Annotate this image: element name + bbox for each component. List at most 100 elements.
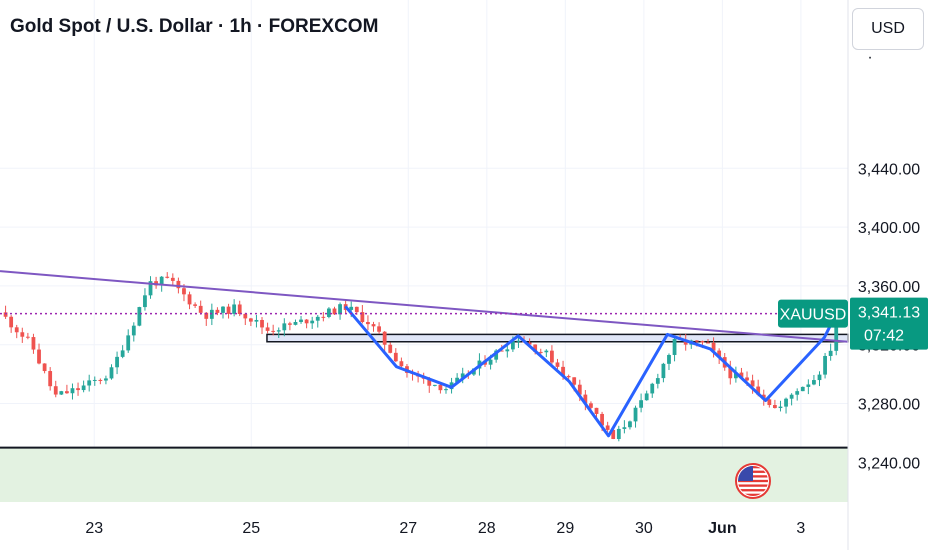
candle-body (377, 326, 381, 332)
candle-body (438, 384, 443, 391)
candle-body (115, 356, 119, 368)
candle-body (622, 427, 627, 429)
time-tick-label: 29 (556, 520, 574, 537)
candle-body (516, 340, 521, 342)
time-axis[interactable]: 23 25 27 28 29 30 Jun 3 (85, 520, 805, 537)
candle-body (611, 429, 616, 439)
grid (0, 0, 848, 502)
candle-body (299, 319, 303, 323)
candle-body (187, 294, 192, 305)
candle-body (628, 421, 632, 428)
candle-body (795, 391, 800, 395)
candle-body (276, 330, 281, 332)
price-tick-label: 3,400.00 (858, 220, 920, 237)
candle-body (182, 288, 186, 295)
candle-body (706, 342, 710, 344)
candle-body (455, 377, 460, 383)
candle-body (204, 312, 209, 319)
candle-body (650, 383, 655, 394)
candle-body (221, 306, 225, 313)
candle-body (14, 327, 19, 333)
candle-body (3, 312, 8, 317)
bar-countdown-label: 07:42 (864, 328, 904, 345)
candle-body (59, 391, 64, 395)
us-flag-icon[interactable] (735, 463, 771, 499)
candle-body (53, 386, 58, 395)
candle-body (70, 388, 75, 394)
candle-body (544, 350, 549, 353)
candle-body (672, 339, 677, 355)
candle-body (733, 372, 738, 379)
candle-body (143, 295, 147, 308)
candle-body (159, 276, 164, 286)
candle-body (170, 277, 175, 281)
pattern-line (344, 305, 838, 438)
candle-body (828, 350, 833, 356)
candle-body (131, 325, 136, 336)
candle-body (327, 308, 331, 317)
candle-body (393, 352, 398, 362)
candle-body (265, 327, 270, 331)
candle-body (789, 394, 794, 399)
currency-button[interactable]: USD (852, 8, 924, 50)
time-tick-label: 3 (796, 520, 805, 537)
candle-body (193, 304, 198, 306)
candle-body (237, 304, 242, 314)
candle-body (767, 399, 772, 406)
candle-body (243, 313, 248, 319)
chart-title: Gold Spot / U.S. Dollar · 1h · FOREXCOM (10, 16, 379, 37)
candle-body (427, 378, 432, 386)
candle-body (65, 391, 69, 394)
time-tick-label: 28 (478, 520, 496, 537)
candle-body (81, 385, 86, 391)
price-tick-label: 3,280.00 (858, 396, 920, 413)
candle-body (332, 308, 337, 315)
candle-body (310, 320, 315, 324)
candle-body (739, 372, 744, 378)
candle-body (834, 313, 839, 351)
candle-body (382, 331, 387, 345)
candle-body (248, 318, 253, 322)
symbol-label: XAUUSD (780, 307, 847, 324)
time-tick-label: 25 (242, 520, 260, 537)
candle-body (388, 344, 393, 353)
candle-body (527, 342, 532, 345)
candle-body (287, 323, 292, 325)
candle-body (87, 380, 92, 386)
candle-body (655, 378, 660, 384)
candle-body (589, 403, 593, 408)
candle-body (494, 350, 499, 360)
candle-body (109, 367, 114, 379)
candle-body (215, 309, 220, 313)
candle-body (226, 306, 231, 314)
support-zone (0, 447, 848, 502)
candle-body (561, 366, 565, 376)
candle-body (304, 319, 309, 324)
candlesticks (3, 272, 839, 442)
candle-body (605, 425, 610, 430)
candle-body (444, 389, 448, 391)
candle-body (728, 367, 733, 379)
candle-body (600, 413, 604, 426)
candle-body (232, 304, 237, 314)
resistance-box (266, 333, 849, 343)
candle-body (533, 344, 538, 352)
candle-body (806, 384, 811, 387)
candle-body (315, 316, 320, 321)
candle-body (92, 379, 97, 381)
candle-body (165, 276, 170, 278)
candle-body (37, 349, 41, 364)
candle-body (644, 393, 649, 401)
candle-body (583, 394, 588, 404)
candle-body (76, 388, 80, 391)
price-axis[interactable]: 3,240.003,280.003,320.003,360.003,400.00… (858, 49, 920, 472)
candle-body (25, 336, 30, 338)
candle-body (700, 340, 705, 343)
candle-body (594, 407, 599, 414)
candle-body (349, 306, 354, 310)
candle-body (505, 349, 510, 352)
candle-body (745, 377, 749, 381)
candle-body (823, 355, 827, 375)
candle-body (460, 373, 465, 378)
